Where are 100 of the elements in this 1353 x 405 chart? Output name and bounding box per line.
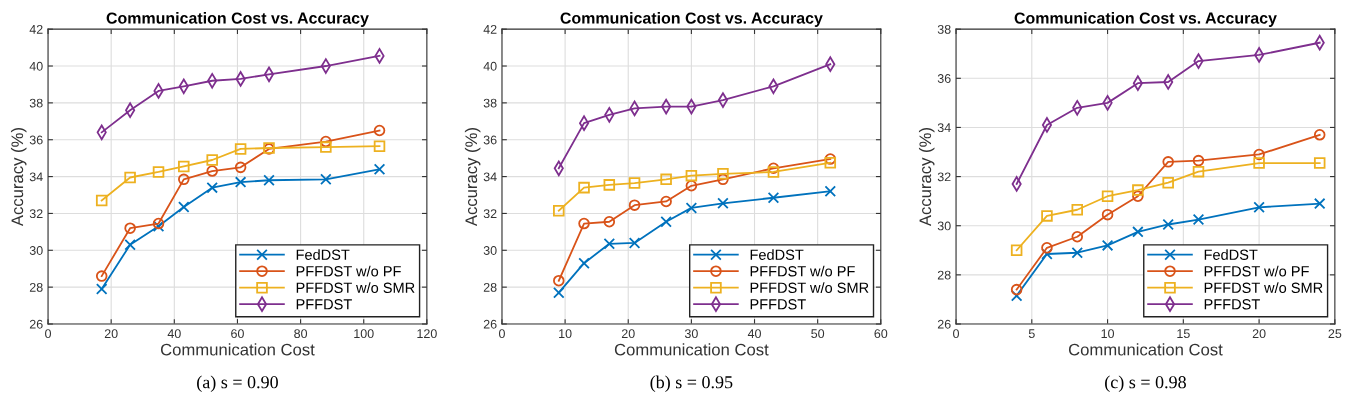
y-tick-label: 34	[937, 123, 951, 133]
y-tick-label: 26	[937, 319, 951, 329]
point	[206, 165, 218, 177]
y-axis-title: Accuracy (%)	[464, 128, 481, 227]
y-tick-label: 32	[483, 209, 497, 219]
point	[628, 237, 641, 249]
point	[95, 283, 108, 295]
y-tick-label: 42	[483, 24, 497, 34]
y-tick-label: 28	[483, 282, 497, 292]
point	[578, 181, 590, 194]
point	[206, 154, 218, 166]
point	[1162, 156, 1174, 168]
point	[717, 168, 729, 180]
legend-label: PFFDST w/o SMR	[296, 282, 415, 293]
point	[824, 156, 837, 169]
y-tick-label: 36	[937, 74, 951, 83]
point	[553, 286, 565, 299]
point	[685, 180, 698, 192]
point	[178, 160, 190, 173]
text: (c) s = 0.98	[1105, 375, 1186, 392]
point	[1101, 239, 1114, 252]
y-tick-label: 36	[29, 135, 43, 145]
point	[320, 135, 332, 148]
y-tick-label: 26	[483, 319, 497, 329]
y-tick-label: 30	[29, 246, 43, 255]
x-tick-label: 80	[294, 329, 308, 339]
point	[603, 238, 616, 250]
point	[1313, 197, 1326, 210]
y-tick-label: 42	[29, 24, 43, 34]
point	[685, 202, 698, 214]
point	[373, 124, 386, 137]
point	[1041, 242, 1053, 254]
point	[1313, 129, 1326, 141]
x-axis-title: Communication Cost	[160, 343, 315, 356]
point	[603, 179, 616, 191]
x-tick-label: 10	[559, 329, 572, 339]
point	[1071, 246, 1084, 259]
y-tick-label: 38	[29, 98, 43, 108]
legend-label: PFFDST	[1204, 299, 1260, 310]
x-tick-label: 0	[953, 329, 960, 339]
text: (b) s = 0.95	[650, 375, 733, 392]
y-tick-label: 28	[937, 270, 951, 280]
point	[1071, 203, 1084, 216]
point	[660, 195, 672, 208]
point	[206, 181, 218, 194]
y-axis-title: Accuracy (%)	[918, 128, 935, 227]
y-tick-label: 26	[29, 319, 43, 329]
point	[320, 173, 332, 186]
point	[1162, 176, 1174, 189]
point	[1101, 208, 1114, 221]
y-tick-label: 38	[937, 24, 951, 34]
point	[1132, 226, 1144, 238]
point	[1010, 244, 1023, 257]
point	[1101, 190, 1114, 203]
point	[95, 270, 108, 282]
point	[1313, 157, 1326, 169]
legend-label: PFFDST w/o SMR	[1204, 282, 1323, 293]
legend-label: PFFDST w/o PF	[296, 265, 401, 277]
text: (a) s = 0.90	[197, 375, 278, 392]
chart-title: Communication Cost vs. Accuracy	[1014, 12, 1277, 27]
point	[767, 192, 780, 204]
point	[1132, 184, 1144, 196]
point	[553, 204, 565, 217]
point	[124, 222, 136, 234]
y-axis-title: Accuracy (%)	[10, 128, 27, 227]
x-tick-label: 20	[621, 329, 635, 339]
point	[178, 173, 190, 186]
point	[1253, 201, 1265, 214]
x-tick-label: 10	[1101, 329, 1115, 339]
x-tick-label: 25	[1328, 329, 1342, 339]
point	[1132, 190, 1144, 203]
point	[824, 153, 837, 165]
point	[1041, 210, 1053, 222]
x-tick-label: 5	[1028, 329, 1035, 339]
point	[234, 176, 247, 188]
x-tick-label: 50	[811, 329, 825, 339]
x-tick-label: 20	[104, 329, 118, 339]
point	[234, 161, 247, 174]
x-tick-label: 20	[1252, 329, 1266, 339]
y-tick-label: 28	[29, 282, 43, 292]
chart-title: Communication Cost vs. Accuracy	[106, 12, 369, 27]
point	[660, 215, 672, 228]
point	[124, 238, 136, 251]
point	[152, 166, 165, 178]
point	[553, 274, 565, 287]
point	[178, 201, 190, 213]
point	[1010, 283, 1023, 296]
x-tick-label: 60	[874, 329, 888, 339]
x-tick-label: 60	[231, 329, 244, 339]
x-tick-label: 0	[45, 329, 52, 339]
point	[578, 217, 590, 230]
x-tick-label: 0	[498, 329, 505, 339]
x-tick-label: 30	[684, 329, 698, 339]
x-tick-label: 40	[167, 329, 181, 339]
legend-label: PFFDST	[296, 299, 352, 310]
x-axis-title: Communication Cost	[1068, 343, 1223, 356]
point	[1253, 157, 1265, 169]
point	[95, 194, 108, 207]
point	[767, 166, 780, 178]
point	[578, 257, 590, 269]
